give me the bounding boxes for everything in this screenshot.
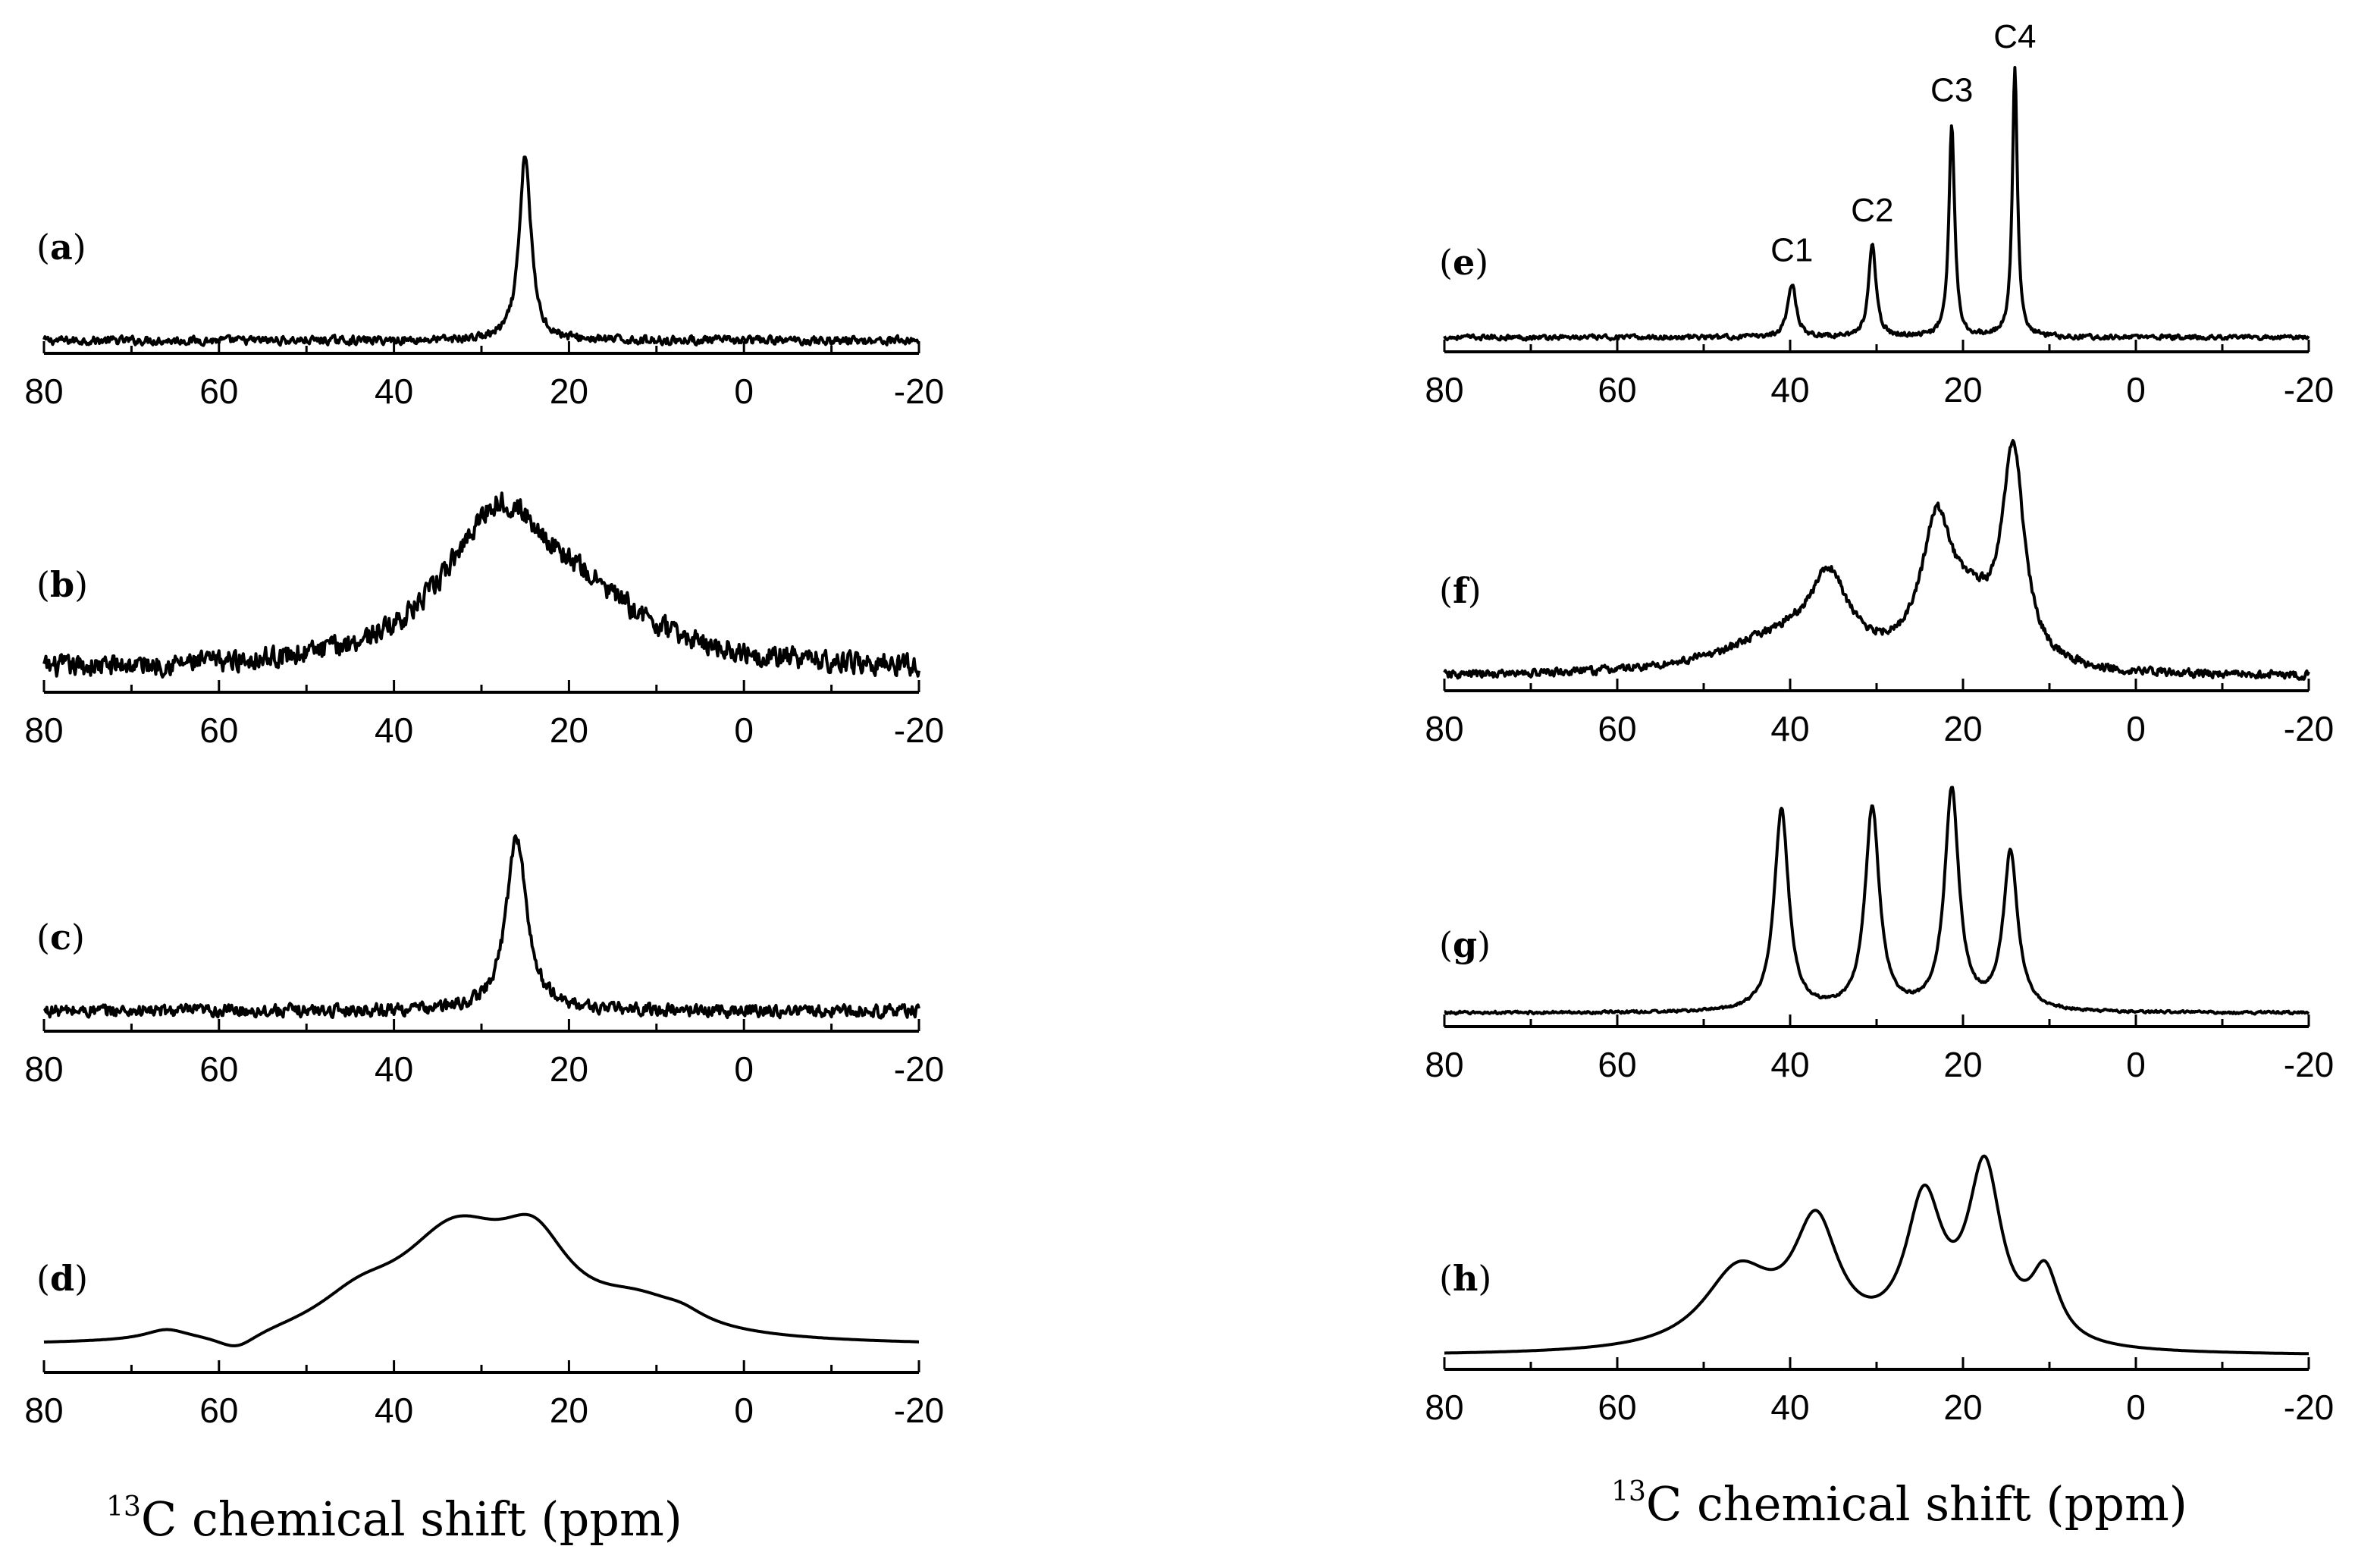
x-tick-label: 60 (1598, 370, 1636, 409)
x-tick-label: 20 (1943, 1045, 1982, 1084)
x-tick-label: 0 (734, 710, 754, 750)
x-tick-label: 80 (24, 1049, 63, 1089)
spectrum-line-c (42, 834, 920, 1020)
peak-label: C1 (1770, 232, 1813, 269)
x-tick-label: 80 (1425, 1388, 1463, 1427)
left-x-axis-title-text: C chemical shift (ppm) (141, 1491, 682, 1547)
panel-label-c: (c) (36, 917, 85, 958)
x-tick-label: 60 (199, 1049, 238, 1089)
x-tick-label: 80 (1425, 370, 1463, 409)
panel-h: 80 60 40 20 0 -20 (h) (1425, 1154, 2334, 1427)
peak-label: C4 (1993, 18, 2036, 55)
x-tick-label: 80 (1425, 1045, 1463, 1084)
panel-a: 80 60 40 20 0 -20 (a) (24, 155, 944, 411)
spectrum-line-h (1444, 1154, 2310, 1356)
x-tick-label: -20 (2284, 1045, 2334, 1084)
peak-label: C3 (1930, 71, 1973, 108)
x-tick-label: 80 (24, 1391, 63, 1430)
x-tick-label: 40 (375, 1391, 413, 1430)
panel-label-d: (d) (36, 1258, 88, 1299)
x-tick-label: 60 (1598, 1388, 1636, 1427)
x-tick-label: 0 (734, 372, 754, 411)
peak-label: C2 (1851, 192, 1893, 229)
x-tick-label: 20 (1943, 370, 1982, 409)
x-tick-label: 0 (2126, 1045, 2146, 1084)
panels-layer: 80 60 40 20 0 -20 (a) 80 60 40 20 0 -20 (b) 80 60 40 20 0 -… (24, 18, 2334, 1430)
right-x-axis-title-superscript: 13 (1611, 1476, 1646, 1507)
panel-e: 80 60 40 20 0 -20 (e) C1 C2 C3 C4 (1425, 18, 2334, 409)
x-tick-label: 80 (1425, 709, 1463, 748)
x-tick-label: 0 (2126, 370, 2146, 409)
right-x-axis-title-text: C chemical shift (ppm) (1646, 1476, 2187, 1532)
panel-label-a: (a) (36, 227, 86, 268)
left-x-axis-title-superscript: 13 (106, 1491, 141, 1523)
spectrum-line-g (1444, 786, 2310, 1016)
x-tick-label: 40 (375, 710, 413, 750)
panel-label-h: (h) (1439, 1258, 1491, 1299)
x-tick-label: 20 (550, 1391, 588, 1430)
x-tick-label: -20 (894, 1391, 944, 1430)
x-tick-label: 40 (1770, 370, 1809, 409)
x-tick-label: -20 (2284, 709, 2334, 748)
x-tick-label: 20 (550, 710, 588, 750)
x-tick-label: 80 (24, 372, 63, 411)
panel-d: 80 60 40 20 0 -20 (d) (24, 1212, 944, 1430)
panel-f: 80 60 40 20 0 -20 (f) (1425, 439, 2334, 748)
panel-label-f: (f) (1439, 570, 1482, 611)
x-tick-label: -20 (894, 710, 944, 750)
x-tick-label: 20 (550, 372, 588, 411)
x-tick-label: 40 (375, 1049, 413, 1089)
x-tick-label: -20 (2284, 1388, 2334, 1427)
spectrum-line-b (42, 491, 920, 679)
spectrum-line-d (43, 1212, 920, 1347)
spectrum-line-a (42, 155, 920, 347)
x-tick-label: -20 (2284, 370, 2334, 409)
x-tick-label: 40 (1770, 1045, 1809, 1084)
x-tick-label: 40 (375, 372, 413, 411)
panel-label-g: (g) (1439, 924, 1491, 965)
panel-g: 80 60 40 20 0 -20 (g) (1425, 786, 2334, 1084)
x-tick-label: 60 (199, 710, 238, 750)
x-tick-label: 60 (199, 372, 238, 411)
x-tick-label: 40 (1770, 1388, 1809, 1427)
spectrum-line-e (1443, 66, 2310, 342)
x-tick-label: 0 (2126, 709, 2146, 748)
x-tick-label: 60 (199, 1391, 238, 1430)
panel-c: 80 60 40 20 0 -20 (c) (24, 834, 944, 1089)
x-tick-label: 60 (1598, 709, 1636, 748)
x-tick-label: -20 (894, 1049, 944, 1089)
x-tick-label: 20 (1943, 1388, 1982, 1427)
spectrum-line-f (1443, 439, 2310, 681)
x-tick-label: 60 (1598, 1045, 1636, 1084)
x-tick-label: 80 (24, 710, 63, 750)
x-tick-label: -20 (894, 372, 944, 411)
x-tick-label: 0 (734, 1049, 754, 1089)
x-tick-label: 20 (550, 1049, 588, 1089)
x-tick-label: 40 (1770, 709, 1809, 748)
panel-label-b: (b) (36, 564, 88, 605)
panel-b: 80 60 40 20 0 -20 (b) (24, 491, 944, 750)
panel-label-e: (e) (1439, 242, 1488, 283)
left-x-axis-title: 13C chemical shift (ppm) (106, 1491, 682, 1547)
x-tick-label: 20 (1943, 709, 1982, 748)
x-tick-label: 0 (2126, 1388, 2146, 1427)
x-tick-label: 0 (734, 1391, 754, 1430)
right-x-axis-title: 13C chemical shift (ppm) (1611, 1476, 2187, 1532)
